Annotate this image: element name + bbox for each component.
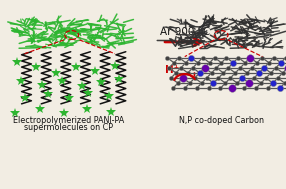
Text: Ar 900 °C: Ar 900 °C — [160, 27, 210, 37]
Text: H⁺: H⁺ — [165, 65, 179, 75]
Text: supermolecules on CP: supermolecules on CP — [24, 123, 113, 132]
Text: N,P co-doped Carbon: N,P co-doped Carbon — [179, 116, 264, 125]
Text: Electropolymerized PANI-PA: Electropolymerized PANI-PA — [13, 116, 124, 125]
